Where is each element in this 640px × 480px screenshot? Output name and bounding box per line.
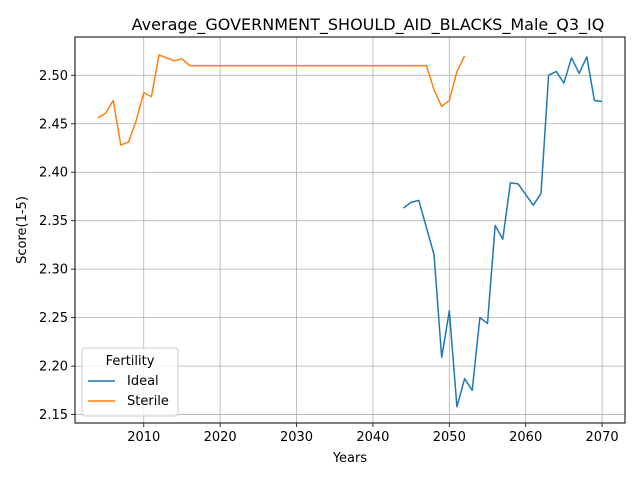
series-lines [97, 54, 603, 408]
legend-box [81, 347, 179, 417]
legend: Fertility Ideal Sterile [81, 347, 179, 417]
y-tick-label: 2.15 [39, 408, 68, 423]
x-tick-label: 2010 [127, 430, 160, 445]
x-tick-label: 2040 [356, 430, 389, 445]
series-line-ideal [403, 56, 603, 408]
legend-label-sterile: Sterile [127, 394, 169, 409]
y-tick-label: 2.40 [39, 166, 68, 181]
chart-title: Average_GOVERNMENT_SHOULD_AID_BLACKS_Mal… [132, 15, 605, 35]
y-axis-label: Score(1-5) [15, 196, 30, 264]
x-tick-label: 2060 [509, 430, 542, 445]
legend-title: Fertility [106, 354, 155, 369]
legend-label-ideal: Ideal [127, 374, 159, 389]
plot-frame [74, 36, 626, 424]
x-tick-label: 2030 [280, 430, 313, 445]
y-tick-label: 2.30 [39, 263, 68, 278]
y-tick-label: 2.20 [39, 360, 68, 375]
x-tick-label: 2020 [204, 430, 237, 445]
y-tick-label: 2.45 [39, 117, 68, 132]
series-line-sterile [97, 54, 466, 146]
y-tick-label: 2.35 [39, 214, 68, 229]
y-tick-label: 2.25 [39, 311, 68, 326]
y-tick-label: 2.50 [39, 69, 68, 84]
x-tick-label: 2050 [433, 430, 466, 445]
x-axis-label: Years [332, 451, 368, 466]
y-axis-ticks: 2.15 2.20 2.25 2.30 2.35 2.40 2.45 2.50 [39, 69, 75, 423]
x-tick-label: 2070 [586, 430, 619, 445]
x-axis-ticks: 2010 2020 2030 2040 2050 2060 2070 [127, 423, 619, 445]
